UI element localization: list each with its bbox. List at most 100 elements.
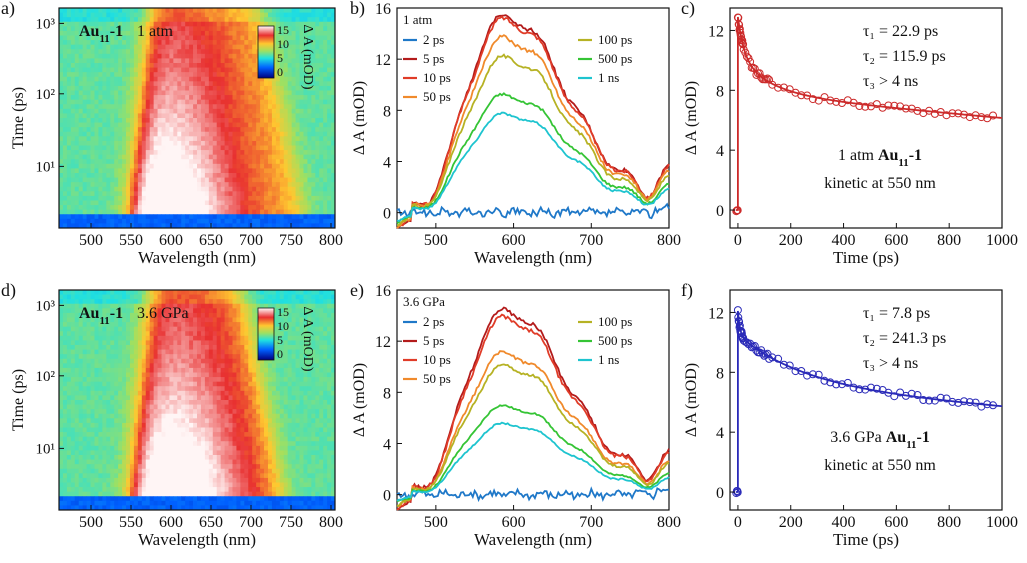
- heatmap-cell: [165, 299, 170, 305]
- heatmap-cell: [303, 131, 308, 137]
- heatmap-cell: [165, 214, 170, 220]
- heatmap-cell: [94, 363, 99, 369]
- heatmap-cell: [189, 372, 194, 378]
- heatmap-cell: [224, 21, 229, 27]
- heatmap-cell: [110, 367, 115, 373]
- heatmap-cell: [224, 136, 229, 142]
- heatmap-cell: [220, 118, 225, 123]
- heatmap-cell: [114, 17, 119, 23]
- heatmap-cell: [327, 21, 332, 27]
- heatmap-cell: [161, 95, 166, 101]
- heatmap-cell: [137, 223, 143, 229]
- heatmap-cell: [327, 49, 332, 55]
- heatmap-cell: [311, 299, 316, 305]
- y-tick-label: 4: [716, 143, 724, 160]
- heatmap-cell: [102, 104, 107, 110]
- heatmap-cell: [157, 145, 162, 151]
- heatmap-cell: [149, 67, 155, 73]
- heatmap-cell: [240, 182, 245, 188]
- heatmap-cell: [59, 349, 64, 355]
- heatmap-cell: [173, 67, 178, 73]
- heatmap-cell: [256, 8, 261, 13]
- heatmap-cell: [311, 173, 316, 178]
- heatmap-cell: [59, 17, 64, 23]
- heatmap-cell: [137, 159, 143, 165]
- heatmap-cell: [279, 122, 285, 128]
- heatmap-cell: [133, 303, 139, 309]
- heatmap-cell: [189, 136, 194, 142]
- heatmap-cell: [78, 67, 84, 73]
- heatmap-cell: [200, 49, 206, 55]
- heatmap-cell: [240, 340, 245, 346]
- heatmap-cell: [106, 303, 111, 309]
- heatmap-cell: [102, 354, 107, 360]
- fit-annotation: τ₃ > 4 ns: [863, 73, 918, 90]
- heatmap-cell: [220, 377, 225, 383]
- heatmap-cell: [62, 99, 68, 105]
- heatmap-cell: [275, 354, 281, 360]
- heatmap-cell: [59, 303, 64, 309]
- heatmap-cell: [157, 159, 162, 165]
- heatmap-cell: [327, 322, 332, 328]
- heatmap-cell: [291, 140, 296, 146]
- heatmap-cell: [161, 99, 166, 105]
- heatmap-cell: [118, 72, 123, 78]
- heatmap-cell: [323, 140, 328, 146]
- heatmap-cell: [240, 322, 245, 328]
- heatmap-cell: [66, 131, 72, 137]
- heatmap-cell: [86, 21, 91, 27]
- heatmap-cell: [102, 67, 107, 73]
- heatmap-cell: [90, 326, 95, 332]
- heatmap-cell: [228, 127, 233, 133]
- heatmap-cell: [204, 63, 210, 68]
- heatmap-cell: [331, 331, 336, 337]
- heatmap-cell: [295, 335, 300, 341]
- heatmap-cell: [287, 308, 293, 314]
- heatmap-cell: [66, 191, 72, 197]
- heatmap-cell: [232, 163, 237, 169]
- heatmap-cell: [149, 150, 155, 156]
- heatmap-cell: [141, 367, 147, 373]
- heatmap-cell: [232, 136, 237, 142]
- heatmap-cell: [295, 168, 300, 174]
- heatmap-cell: [283, 173, 289, 178]
- heatmap-cell: [279, 40, 285, 46]
- heatmap-cell: [311, 35, 316, 41]
- heatmap-cell: [137, 163, 143, 169]
- heatmap-cell: [165, 358, 170, 364]
- heatmap-cell: [252, 72, 257, 78]
- heatmap-cell: [106, 205, 111, 211]
- heatmap-cell: [307, 136, 312, 142]
- heatmap-cell: [331, 182, 336, 188]
- heatmap-cell: [110, 322, 115, 328]
- heatmap-cell: [307, 294, 312, 300]
- heatmap-cell: [122, 331, 127, 337]
- heatmap-cell: [66, 30, 72, 36]
- heatmap-cell: [149, 154, 155, 160]
- heatmap-cell: [90, 85, 95, 91]
- heatmap-cell: [283, 340, 289, 346]
- heatmap-cell: [66, 218, 72, 224]
- heatmap-cell: [129, 308, 135, 314]
- heatmap-cell: [102, 173, 107, 178]
- heatmap-cell: [212, 35, 218, 41]
- heatmap-cell: [303, 182, 308, 188]
- heatmap-cell: [133, 53, 139, 59]
- heatmap-cell: [197, 317, 202, 323]
- heatmap-cell: [133, 85, 139, 91]
- heatmap-cell: [232, 186, 237, 192]
- heatmap-cell: [216, 312, 222, 318]
- heatmap-cell: [126, 145, 131, 151]
- heatmap-cell: [232, 299, 237, 305]
- heatmap-cell: [291, 49, 296, 55]
- heatmap-cell: [228, 150, 233, 156]
- heatmap-cell: [189, 349, 194, 355]
- heatmap-cell: [236, 136, 241, 142]
- heatmap-cell: [157, 122, 162, 128]
- heatmap-cell: [216, 354, 222, 360]
- heatmap-cell: [110, 173, 115, 178]
- heatmap-cell: [141, 21, 147, 27]
- heatmap-cell: [133, 76, 139, 82]
- heatmap-cell: [299, 85, 304, 91]
- heatmap-cell: [240, 40, 245, 46]
